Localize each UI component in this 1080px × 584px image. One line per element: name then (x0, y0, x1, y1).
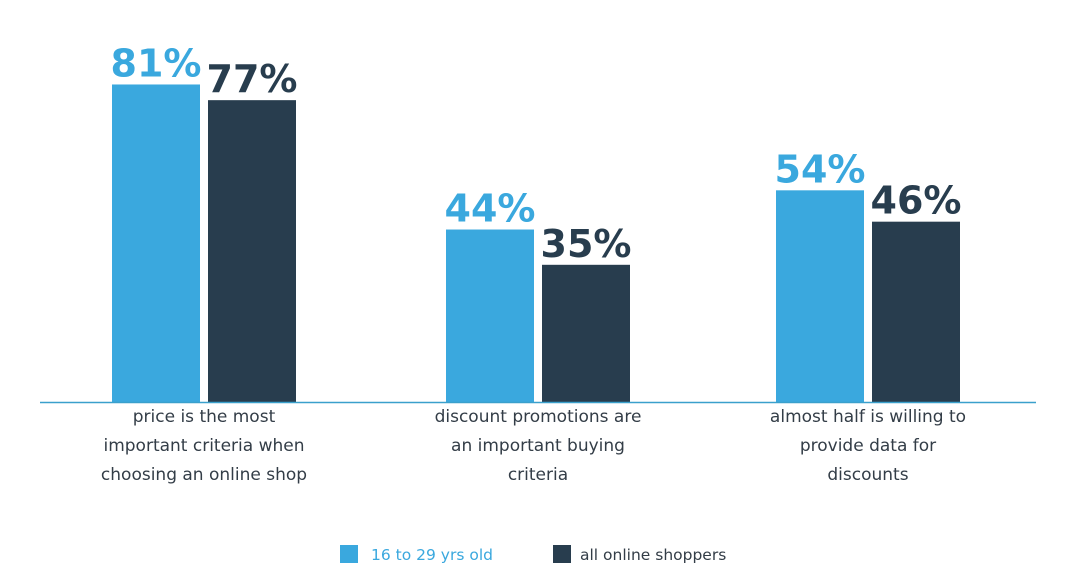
bars-layer (112, 84, 960, 402)
legend: 16 to 29 yrs old all online shoppers (340, 545, 726, 564)
category-label-line: almost half is willing to (770, 407, 966, 427)
legend-label-all-shoppers: all online shoppers (580, 546, 726, 564)
category-label-line: discounts (827, 465, 908, 485)
value-label: 77% (207, 57, 298, 101)
category-label-line: an important buying (451, 436, 625, 456)
legend-swatch-all-shoppers (553, 545, 571, 563)
value-label: 54% (775, 147, 866, 191)
bar-age-16-29-2 (446, 229, 534, 402)
category-label-line: criteria (508, 465, 568, 485)
value-labels-layer: 81% 77% 44%35% 54%46% (111, 41, 962, 265)
value-label: 81% (111, 41, 202, 85)
bar-all-shoppers-3 (872, 221, 960, 402)
bar-age-16-29-1 (112, 84, 200, 402)
bar-all-shoppers-2 (542, 264, 630, 402)
category-label-line: price is the most (133, 407, 276, 427)
value-label: 46% (871, 179, 962, 223)
category-label-line: discount promotions are (435, 407, 642, 427)
legend-swatch-age-16-29 (340, 545, 358, 563)
bar-all-shoppers-1 (208, 100, 296, 402)
legend-label-age-16-29: 16 to 29 yrs old (371, 546, 493, 564)
value-label: 44% (445, 187, 536, 231)
bar-age-16-29-3 (776, 190, 864, 402)
category-label-line: provide data for (800, 436, 936, 456)
category-label-line: important criteria when (103, 436, 304, 456)
category-labels-layer: price is the most important criteria when… (101, 407, 966, 485)
value-label: 35% (541, 222, 632, 266)
category-label-line: choosing an online shop (101, 465, 307, 485)
